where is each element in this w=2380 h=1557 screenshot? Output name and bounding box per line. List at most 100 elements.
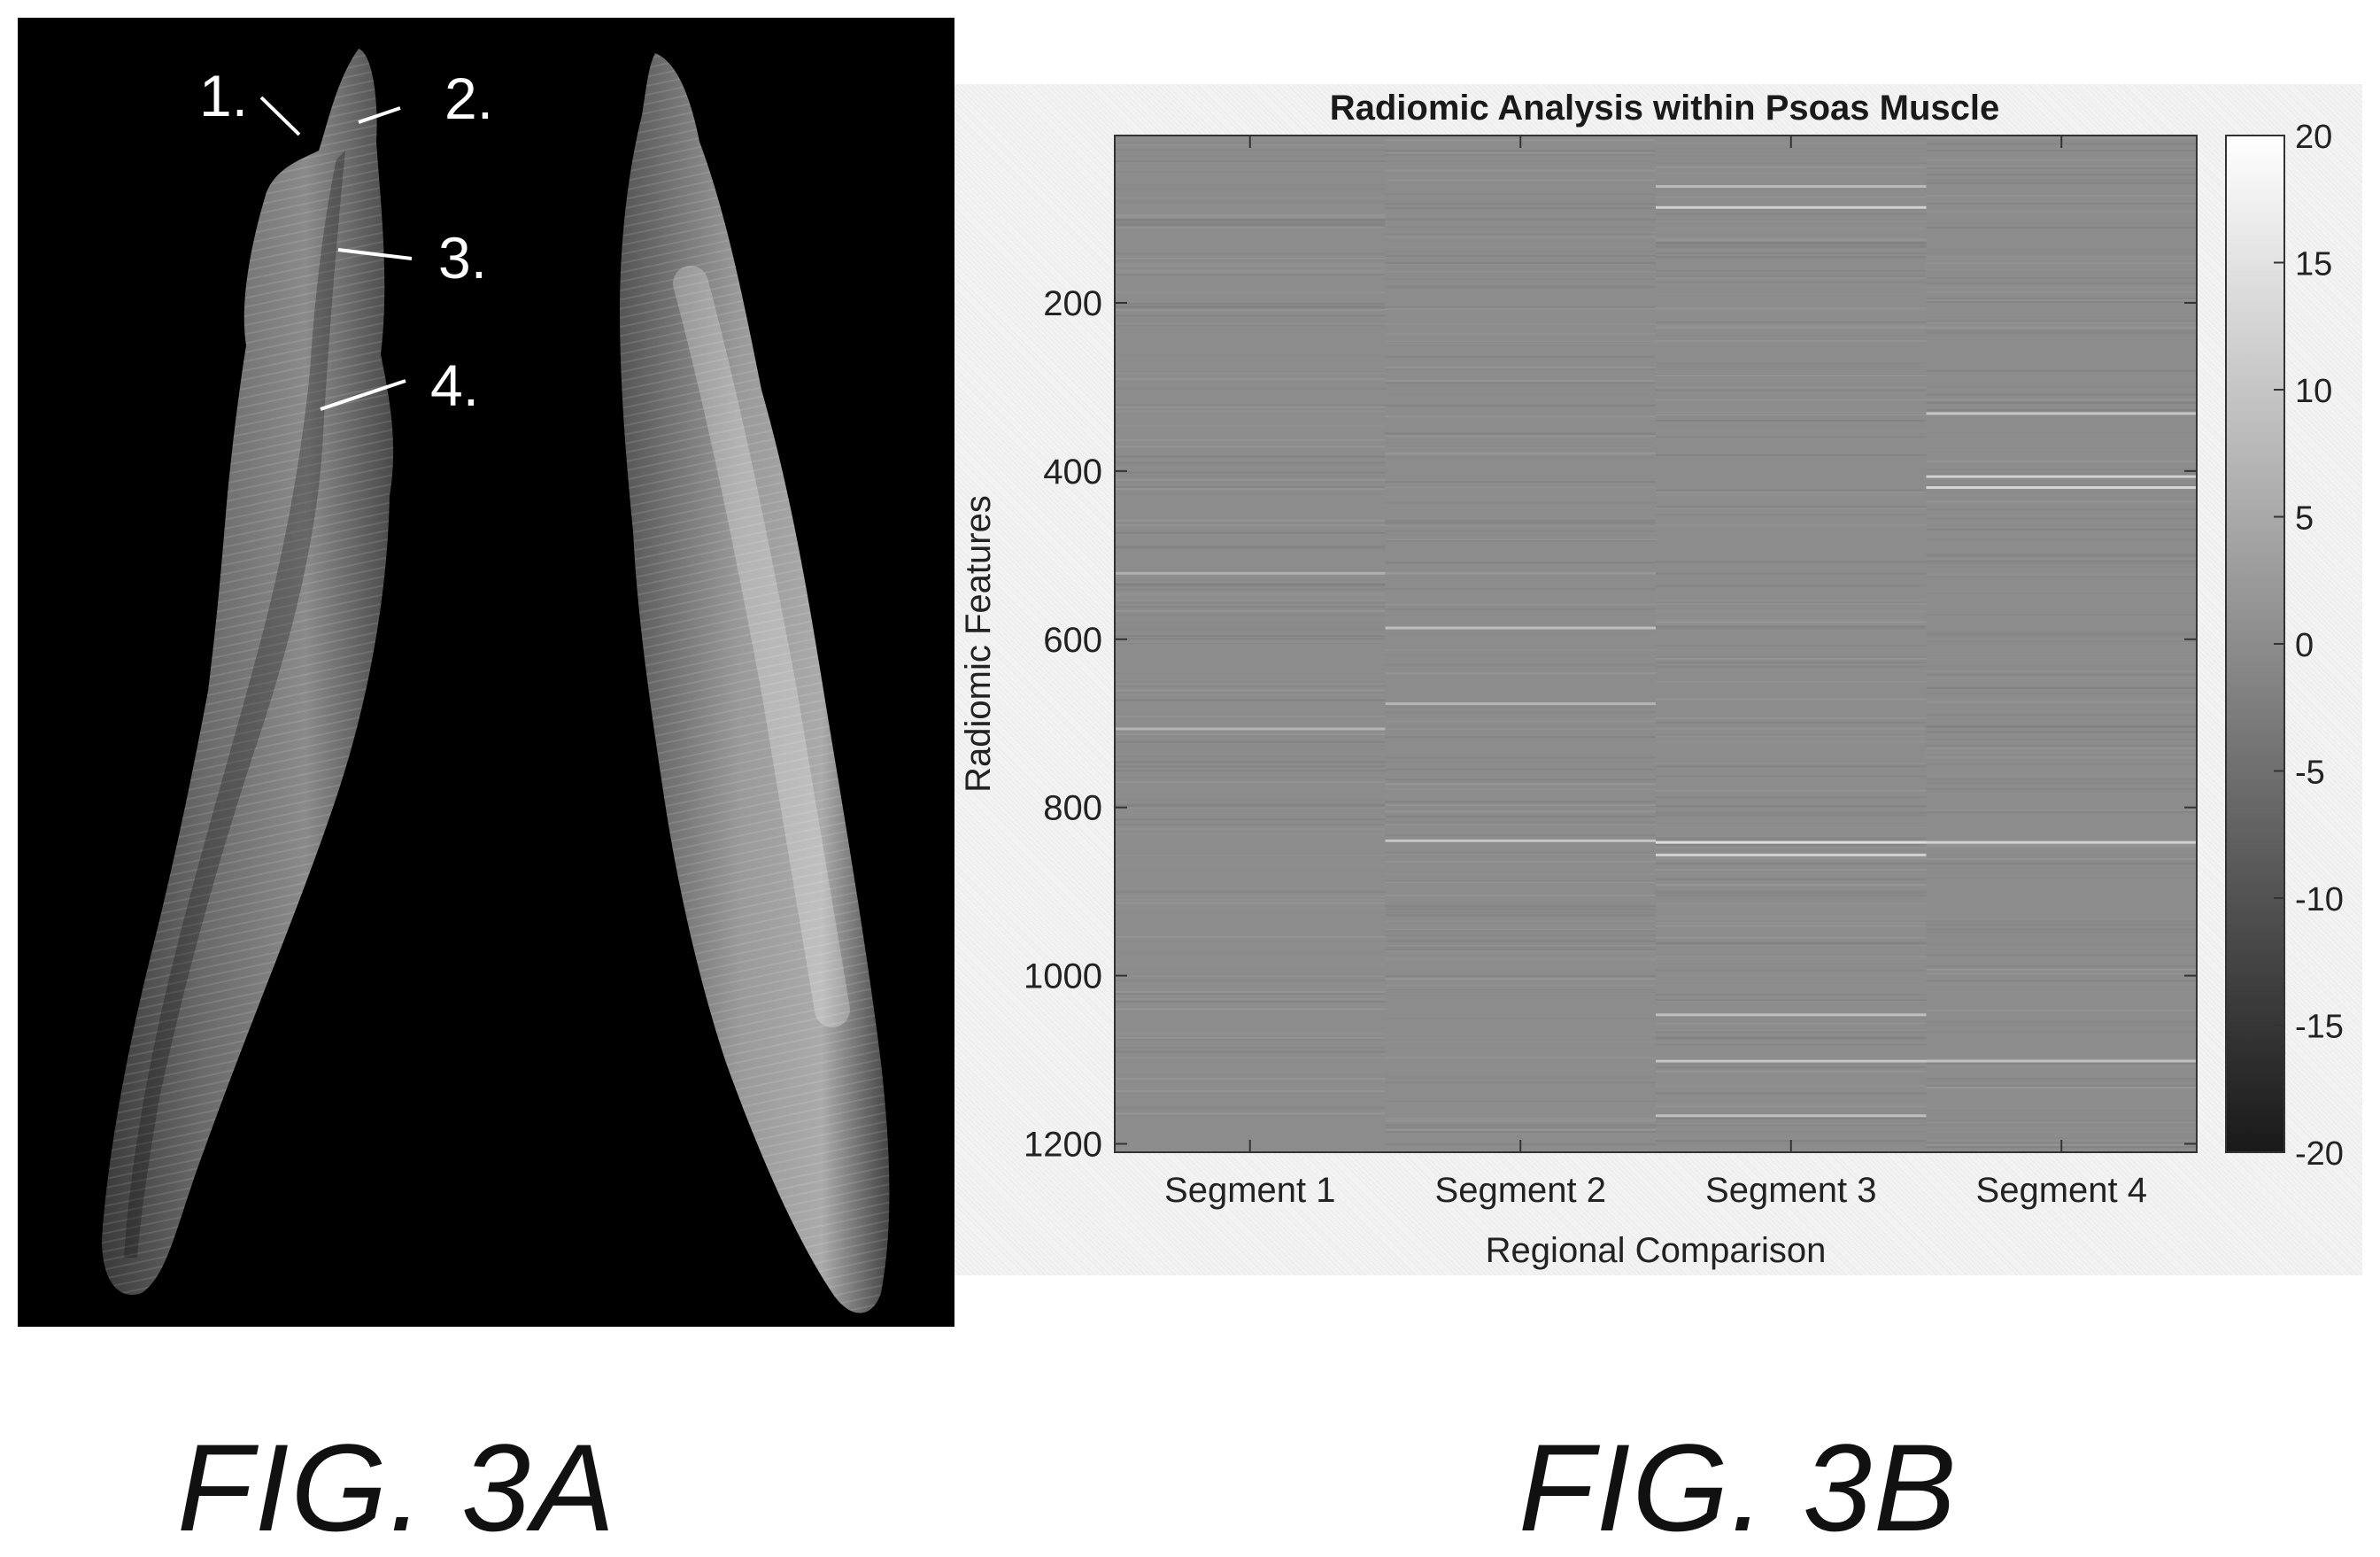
heatmap-texture-row [1385, 231, 1656, 234]
heatmap-texture-row [1926, 276, 2197, 279]
heatmap-texture-row [1115, 902, 1386, 904]
heatmap-texture-row [1115, 187, 1386, 190]
heatmap-texture-row [1115, 410, 1386, 413]
heatmap-texture-row [1926, 450, 2197, 453]
heatmap-texture-row [1926, 798, 2197, 801]
heatmap-texture-row [1385, 1117, 1656, 1119]
heatmap-texture-row [1926, 943, 2197, 946]
heatmap-texture-row [1385, 711, 1656, 714]
heatmap-texture-row [1926, 1019, 2197, 1022]
heatmap-texture-row [1926, 332, 2197, 335]
heatmap-texture-row [1385, 240, 1656, 243]
heatmap-texture-row [1926, 227, 2197, 229]
heatmap-texture-row [1926, 150, 2197, 152]
heatmap-texture-row [1115, 732, 1386, 734]
heatmap-texture-row [1926, 469, 2197, 471]
heatmap-texture-row [1385, 851, 1656, 854]
heatmap-texture-row [1926, 968, 2197, 971]
heatmap-feature-row [1385, 701, 1656, 705]
heatmap-texture-row [1656, 1070, 1927, 1073]
heatmap-texture-row [1385, 1033, 1656, 1035]
heatmap-feature-row [1656, 853, 1927, 856]
heatmap-texture-row [1115, 404, 1386, 407]
heatmap-texture-row [1115, 222, 1386, 225]
colorbar-tick-label: 15 [2295, 246, 2332, 283]
heatmap-texture-row [1385, 838, 1656, 840]
heatmap-texture-row [1656, 1040, 1927, 1042]
heatmap-texture-row [1385, 235, 1656, 237]
heatmap-texture-row [1385, 432, 1656, 435]
heatmap-texture-row [1385, 456, 1656, 459]
heatmap-texture-row [1926, 417, 2197, 420]
heatmap-texture-row [1115, 302, 1386, 305]
figure-3b-caption: FIG. 3B [1518, 1418, 1959, 1557]
heatmap-texture-row [1656, 740, 1927, 743]
heatmap-texture-row [1385, 203, 1656, 205]
heatmap-texture-row [1926, 972, 2197, 975]
heatmap-texture-row [1115, 770, 1386, 772]
heatmap-feature-row [1656, 1013, 1927, 1017]
heatmap-texture-row [1115, 833, 1386, 835]
heatmap-texture-row [1115, 761, 1386, 763]
y-tick-label: 800 [1043, 789, 1102, 828]
heatmap-texture-row [1926, 714, 2197, 717]
heatmap-texture-row [1656, 561, 1927, 563]
heatmap-texture-row [1115, 306, 1386, 309]
heatmap-texture-row [1656, 620, 1927, 623]
heatmap-feature-row [1926, 475, 2197, 478]
heatmap-texture-row [1656, 196, 1927, 198]
heatmap-texture-row [1656, 166, 1927, 168]
heatmap-texture-row [1656, 895, 1927, 897]
heatmap-texture-row [1656, 1037, 1927, 1040]
heatmap-texture-row [1656, 164, 1927, 167]
heatmap-texture-row [1926, 980, 2197, 982]
heatmap-texture-row [1656, 814, 1927, 817]
heatmap-texture-row [1926, 634, 2197, 637]
heatmap-texture-row [1385, 382, 1656, 384]
heatmap-texture-row [1656, 789, 1927, 792]
heatmap-texture-row [1385, 944, 1656, 947]
heatmap-texture-row [1385, 768, 1656, 771]
heatmap-texture-row [1926, 934, 2197, 937]
heatmap-texture-row [1115, 305, 1386, 307]
heatmap-texture-row [1656, 599, 1927, 601]
heatmap-texture-row [1926, 725, 2197, 728]
heatmap-texture-row [1656, 801, 1927, 803]
heatmap-texture-row [1926, 200, 2197, 203]
heatmap-texture-row [1926, 677, 2197, 679]
heatmap-texture-row [1115, 975, 1386, 978]
heatmap-texture-row [1926, 258, 2197, 260]
heatmap-texture-row [1926, 954, 2197, 957]
heatmap-texture-row [1385, 404, 1656, 407]
heatmap-texture-row [1385, 975, 1656, 978]
heatmap-texture-row [1926, 179, 2197, 182]
heatmap-texture-row [1656, 602, 1927, 605]
heatmap-texture-row [1656, 628, 1927, 631]
heatmap-texture-row [1385, 215, 1656, 218]
heatmap-texture-row [1926, 300, 2197, 303]
y-axis: 200 400 600 800 1000 1200 [1024, 284, 2197, 1165]
heatmap-texture-row [1385, 648, 1656, 651]
heatmap-texture-row [1385, 958, 1656, 961]
heatmap-texture-row [1115, 864, 1386, 867]
heatmap-texture-row [1656, 920, 1927, 923]
heatmap-texture-row [1926, 633, 2197, 636]
heatmap-texture-row [1115, 781, 1386, 784]
heatmap-texture-row [1115, 689, 1386, 692]
heatmap-texture-row [1385, 957, 1656, 959]
heatmap-texture-row [1926, 574, 2197, 577]
heatmap-texture-row [1926, 748, 2197, 750]
heatmap-texture-row [1926, 289, 2197, 291]
heatmap-texture-row [1115, 610, 1386, 613]
heatmap-texture-row [1656, 1137, 1927, 1140]
heatmap-texture-row [1385, 699, 1656, 701]
heatmap-texture-row [1385, 940, 1656, 942]
heatmap-texture-row [1115, 218, 1386, 221]
heatmap-texture-row [1385, 908, 1656, 910]
heatmap-texture-row [1115, 372, 1386, 375]
heatmap-texture-row [1115, 1078, 1386, 1081]
heatmap-texture-row [1656, 507, 1927, 510]
heatmap-texture-row [1115, 818, 1386, 821]
heatmap-texture-row [1926, 1086, 2197, 1088]
heatmap-texture-row [1926, 853, 2197, 856]
